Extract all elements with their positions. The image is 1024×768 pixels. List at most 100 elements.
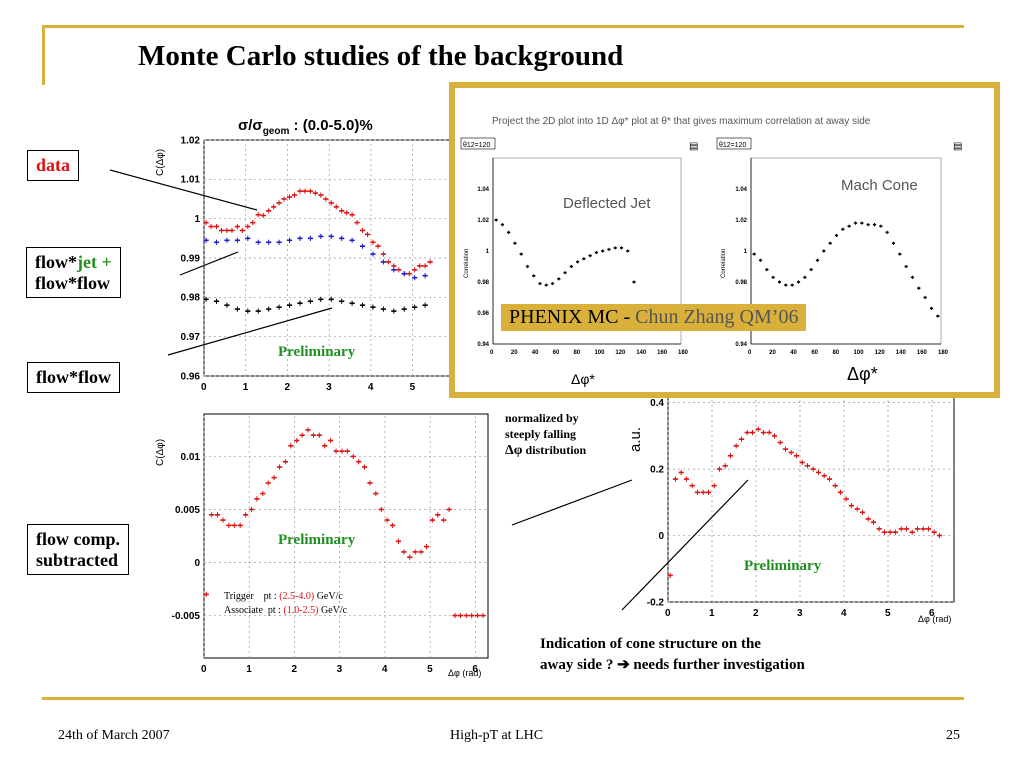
footer-page-number: 25: [946, 728, 960, 743]
y-tick-label: 1.04: [477, 187, 489, 193]
indication-line2: away side ?: [540, 657, 618, 673]
y-tick-label: 0.99: [181, 253, 201, 264]
inset-left-tag-box: [460, 137, 496, 150]
x-tick-label: 1: [246, 664, 252, 675]
y-tick-label: 0.97: [181, 332, 201, 343]
x-tick-label: 40: [532, 350, 539, 356]
x-tick-label: 3: [326, 382, 332, 393]
pointer-flow-flow: [167, 307, 333, 356]
normalized-symbol: Δφ: [505, 443, 523, 459]
y-tick-label: -0.005: [172, 611, 201, 622]
x-tick-label: 0: [201, 664, 207, 675]
pointer-flow-jet: [179, 251, 239, 276]
x-tick-label: 0: [490, 350, 494, 356]
phenix-label: PHENIX MC -: [509, 306, 636, 328]
trigger-label: Trigger: [224, 591, 254, 602]
indication-note: Indication of cone structure on the away…: [540, 634, 805, 676]
y-tick-label: 1: [744, 249, 748, 255]
x-tick-label: 160: [917, 350, 928, 356]
y-tick-label: 1: [194, 214, 200, 225]
chart-top-left-title-rest: : (0.0-5.0)%: [289, 117, 372, 134]
label-flow-comp-line1: flow comp.: [36, 529, 120, 549]
inset-panel: Project the 2D plot into 1D Δφ* plot at …: [449, 82, 1000, 398]
x-tick-label: 6: [472, 664, 478, 675]
x-tick-label: 1: [243, 382, 249, 393]
associate-label: Associate: [224, 605, 263, 616]
inset-right-dphi-star: Δφ*: [847, 364, 878, 384]
x-tick-label: 180: [678, 350, 689, 356]
phenix-author: Chun Zhang QM’06: [635, 306, 799, 328]
label-flow-flow-text: flow*flow: [36, 367, 111, 387]
inset-left-dphi-star: Δφ*: [571, 371, 595, 387]
label-flow-comp-line2: subtracted: [36, 549, 118, 570]
chart-bottom-left-ylabel: C(Δφ): [155, 439, 166, 466]
x-tick-label: 60: [811, 350, 818, 356]
x-tick-label: 2: [284, 382, 290, 393]
y-tick-label: 0: [194, 558, 200, 569]
y-tick-label: 0.98: [735, 280, 747, 286]
trigger-unit: GeV/c: [314, 591, 343, 602]
label-flow-jet-jet: jet +: [77, 252, 112, 272]
chart-bottom-left: C(Δφ) 0 1 2 3 4 5 6 -0.005 0 0.005 0.01 Δφ (rad): [155, 413, 489, 678]
label-data-text: data: [36, 155, 71, 175]
y-tick-label: 0.98: [477, 280, 489, 286]
x-tick-label: 5: [410, 382, 416, 393]
trigger-pt: pt :: [263, 591, 277, 602]
inset-left-tag: θ12=120: [463, 142, 491, 149]
normalized-line1: normalized by: [505, 411, 579, 425]
inset-left-ylabel: Correlation: [464, 249, 470, 278]
inset-header: Project the 2D plot into 1D Δφ* plot at …: [492, 116, 871, 127]
associate-pt: pt :: [267, 605, 281, 616]
chart-bottom-left-xlabel: Δφ (rad): [448, 668, 481, 678]
x-tick-label: 2: [291, 664, 297, 675]
label-flow-jet-prefix: flow*: [35, 252, 77, 272]
y-tick-label: 1.01: [181, 175, 201, 186]
y-tick-label: 0.4: [650, 398, 664, 409]
x-tick-label: 100: [854, 350, 865, 356]
chart-top-left-title: σ/σgeom : (0.0-5.0)%: [238, 117, 373, 137]
chart-bottom-right-ylabel: a.u.: [627, 427, 644, 452]
associate-unit: GeV/c: [318, 605, 348, 616]
x-tick-label: 120: [875, 350, 886, 356]
indication-line1: Indication of cone structure on the: [540, 636, 761, 652]
x-tick-label: 60: [553, 350, 560, 356]
y-tick-label: 0.94: [477, 342, 489, 348]
preliminary-bottom-right: Preliminary: [744, 558, 822, 574]
x-tick-label: 120: [615, 350, 626, 356]
x-tick-label: 2: [753, 608, 759, 619]
x-tick-label: 180: [938, 350, 949, 356]
y-tick-label: 0.98: [181, 293, 201, 304]
y-tick-label: 0.2: [650, 464, 664, 475]
footer-date: 24th of March 2007: [58, 728, 170, 743]
x-tick-label: 100: [594, 350, 605, 356]
preliminary-top-left: Preliminary: [278, 344, 356, 360]
indication-arrow-icon: ➔: [617, 657, 630, 673]
y-tick-label: 0.96: [477, 311, 489, 317]
label-flow-flow: flow*flow: [27, 362, 120, 393]
label-flow-comp: flow comp. subtracted: [27, 524, 129, 576]
preliminary-bottom-left: Preliminary: [278, 532, 356, 548]
label-flow-jet: flow*jet + flow*flow: [26, 247, 121, 299]
footer-center: High-pT at LHC: [450, 728, 544, 743]
y-tick-label: 1: [486, 249, 490, 255]
trigger-line: Trigger pt : (2.5-4.0) GeV/c: [224, 590, 343, 604]
y-tick-label: 1.04: [735, 187, 747, 193]
x-tick-label: 4: [382, 664, 388, 675]
x-tick-label: 4: [841, 608, 847, 619]
normalized-line3: distribution: [522, 443, 587, 458]
pointer-subtracted: [511, 479, 633, 526]
x-tick-label: 0: [201, 382, 207, 393]
x-tick-label: 80: [832, 350, 839, 356]
inset-right-icon: ▤: [953, 141, 962, 152]
trigger-range: (2.5-4.0): [279, 591, 315, 602]
y-tick-label: 0.96: [181, 371, 201, 382]
normalized-note: normalized by steeply falling Δφ distrib…: [505, 410, 586, 461]
y-tick-label: 0.94: [735, 342, 747, 348]
x-tick-label: 80: [574, 350, 581, 356]
indication-line2-rest: needs further investigation: [629, 657, 805, 673]
x-tick-label: 6: [929, 608, 935, 619]
pointer-data: [109, 169, 258, 211]
y-tick-label: 1.02: [735, 218, 747, 224]
y-tick-label: -0.2: [647, 597, 665, 608]
inset-right-tag: θ12=120: [719, 142, 747, 149]
